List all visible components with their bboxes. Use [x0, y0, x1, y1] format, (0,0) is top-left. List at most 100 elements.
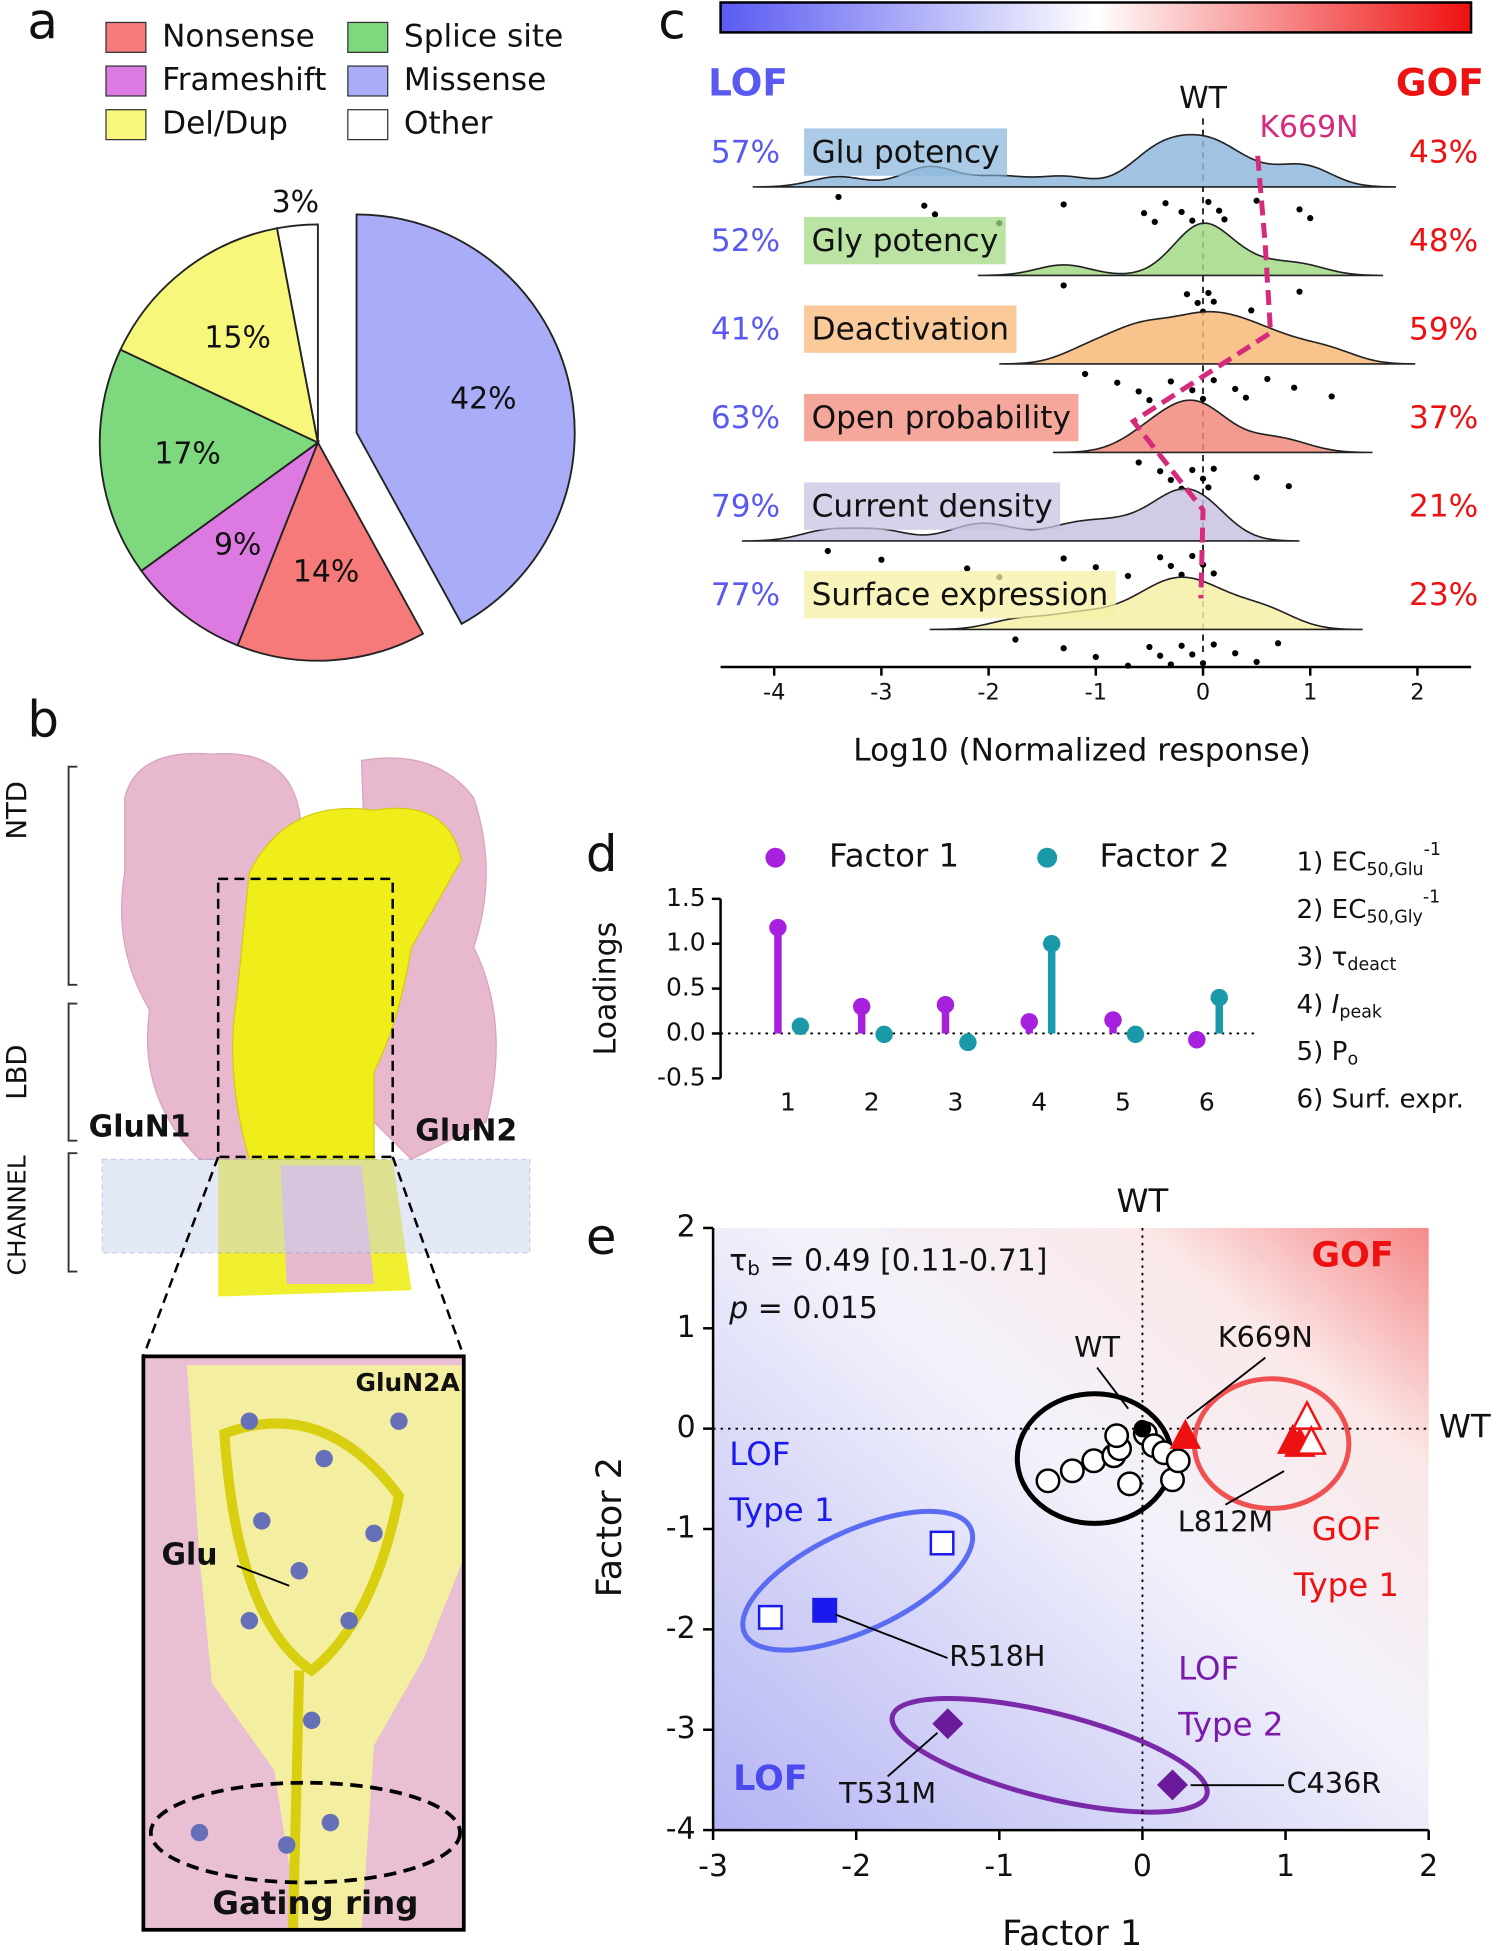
y-tick-label: 1: [677, 1310, 696, 1345]
factor-note: 4) Ipeak: [1297, 989, 1383, 1022]
point-label: K669N: [1218, 1320, 1313, 1354]
slice-label: 9%: [214, 527, 261, 562]
data-point: [1104, 1423, 1130, 1449]
data-point: [1232, 650, 1239, 657]
corner-label: LOF: [733, 1759, 807, 1799]
legend-swatch: [347, 21, 389, 53]
subunit-label: GluN1: [89, 1110, 191, 1145]
side-label: GOF: [1396, 60, 1484, 104]
note-text: 3) τ: [1297, 942, 1348, 972]
note-italic: I: [1332, 989, 1340, 1019]
data-point: [1178, 642, 1185, 649]
legend-swatch: [347, 65, 389, 97]
gof-percent: 59%: [1409, 311, 1478, 347]
legend-label: Frameshift: [162, 62, 326, 98]
note-sub: peak: [1339, 1002, 1382, 1022]
x-tick-label: 6: [1199, 1087, 1215, 1116]
data-point: [1189, 552, 1196, 560]
stat-symbol: τ: [729, 1243, 747, 1278]
row-label-box: [804, 305, 1017, 353]
data-point: [1060, 645, 1067, 652]
data-point: [824, 547, 831, 555]
lollipop-head: [1042, 934, 1061, 953]
lollipop-head: [1188, 1031, 1206, 1049]
x-tick-label: -4: [763, 680, 785, 706]
data-point: [1199, 660, 1207, 667]
data-point: [1059, 1458, 1085, 1484]
point-label: T531M: [838, 1776, 936, 1810]
lof-percent: 63%: [711, 400, 780, 436]
legend-label: Nonsense: [162, 18, 315, 54]
data-point: [1146, 643, 1153, 651]
point-label: C436R: [1287, 1766, 1382, 1800]
factor-note: 5) Po: [1297, 1037, 1359, 1070]
data-point: [1135, 459, 1142, 466]
y-tick-label: 2: [677, 1209, 696, 1244]
x-tick-label: -1: [1085, 680, 1107, 706]
x-tick-label: 1: [1303, 680, 1317, 706]
y-tick-label: 0.5: [666, 973, 706, 1002]
legend-label: Factor 1: [829, 837, 959, 875]
lollipop-head: [769, 918, 787, 937]
point-label: L812M: [1178, 1504, 1273, 1538]
lof-percent: 57%: [711, 134, 780, 170]
data-point: [1157, 1769, 1188, 1801]
lollipop-head: [1210, 988, 1228, 1007]
data-point: [1167, 378, 1174, 385]
x-tick-label: -1: [984, 1849, 1014, 1884]
data-point: [932, 1708, 964, 1740]
data-point: [1178, 208, 1185, 216]
data-point: [1253, 197, 1260, 204]
data-point: [1248, 307, 1255, 314]
y-tick-label: -2: [666, 1611, 696, 1646]
plot-background: [713, 1227, 1429, 1831]
panel-label: b: [27, 691, 59, 749]
row-label-box: [804, 128, 1008, 176]
y-tick-label: 0: [677, 1410, 696, 1445]
data-point: [1296, 288, 1303, 295]
legend-swatch: [347, 109, 389, 141]
data-point: [1133, 1419, 1152, 1438]
data-point: [1189, 466, 1196, 474]
density-ridge: [999, 310, 1416, 365]
y-tick-label: -4: [666, 1812, 696, 1847]
group-ellipse: [889, 1695, 1210, 1815]
data-point: [1178, 571, 1185, 578]
data-point: [1221, 216, 1228, 223]
row-label: Deactivation: [812, 311, 1009, 347]
legend-marker: [1037, 847, 1058, 868]
data-point: [1210, 641, 1217, 648]
group-label: Type 1: [728, 1491, 834, 1529]
pie-slice: [98, 348, 320, 573]
data-point: [1307, 215, 1314, 222]
row-label: Current density: [812, 488, 1053, 524]
legend-label: Del/Dup: [162, 106, 288, 142]
y-tick-label: 1.5: [666, 883, 706, 912]
row-label-box: [804, 393, 1079, 442]
x-tick-label: 1: [1276, 1849, 1295, 1884]
data-point: [1189, 217, 1196, 224]
note-text: 5) P: [1297, 1037, 1348, 1067]
slice-label: 42%: [450, 382, 516, 417]
group-label: GOF: [1312, 1510, 1381, 1548]
lof-percent: 41%: [711, 311, 780, 347]
note-text: 2) EC: [1297, 895, 1367, 925]
domain-label: CHANNEL: [3, 1155, 32, 1275]
panel-label: a: [27, 0, 58, 50]
data-point: [1035, 1468, 1061, 1494]
lollipop-head: [1020, 1013, 1038, 1031]
lollipop-head: [875, 1025, 893, 1044]
group-label: LOF: [1178, 1650, 1239, 1688]
slice-label: 3%: [272, 185, 319, 220]
x-tick-label: -2: [841, 1849, 871, 1884]
data-point: [1194, 299, 1201, 307]
data-point: [1165, 1448, 1191, 1474]
row-label-box: [804, 482, 1061, 530]
note-text: 4): [1297, 989, 1332, 1019]
data-point: [1140, 210, 1148, 217]
data-point: [1146, 397, 1153, 404]
data-point: [1060, 282, 1067, 289]
pie-slice: [140, 439, 320, 647]
note-text: 6) Surf. expr.: [1297, 1084, 1464, 1114]
